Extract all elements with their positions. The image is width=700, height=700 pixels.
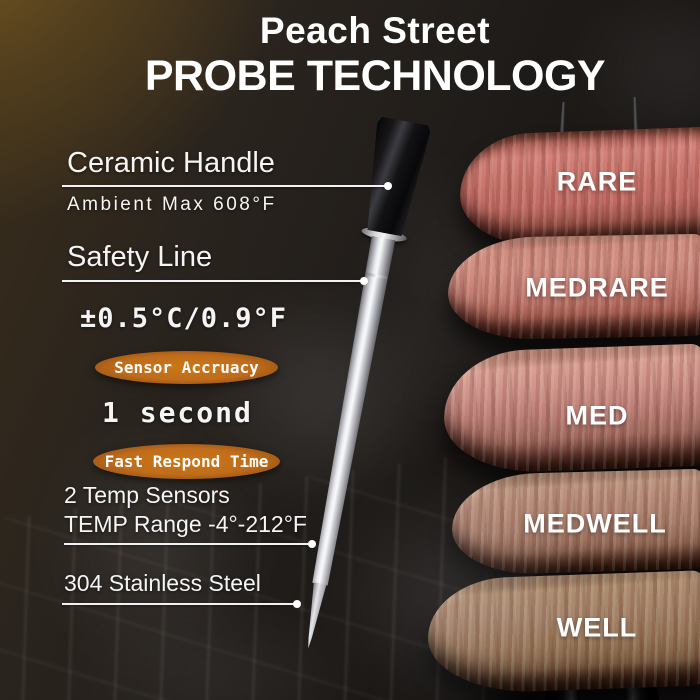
doneness-label-medrare: MEDRARE: [525, 272, 669, 303]
brand-name: Peach Street: [259, 10, 491, 51]
material-label: 304 Stainless Steel: [64, 570, 261, 596]
ambient-max-label: Ambient Max 608°F: [67, 194, 277, 215]
callout-line-stainless-steel: [62, 600, 301, 608]
ceramic-handle-label: Ceramic Handle: [67, 147, 275, 179]
doneness-label-well: WELL: [556, 612, 638, 643]
smoke-wisp: [320, 470, 590, 700]
callout-line-temp-range: [64, 540, 316, 548]
temp-sensors-line1: 2 Temp Sensors: [64, 482, 230, 508]
doneness-label-rare: RARE: [556, 166, 638, 197]
response-time-value: 1 second: [102, 396, 253, 429]
callout-line-safety-line: [62, 277, 368, 285]
safety-line-label: Safety Line: [67, 241, 213, 273]
sensor-accuracy-badge: Sensor Accruacy: [95, 351, 278, 384]
temp-sensors-label: 2 Temp Sensors TEMP Range -4°-212°F: [64, 481, 307, 539]
callout-line-ceramic-handle: [62, 182, 392, 190]
fast-respond-badge: Fast Respond Time: [93, 444, 280, 479]
page-title: Peach Street PROBE TECHNOLOGY: [50, 10, 700, 100]
doneness-label-med: MED: [565, 400, 629, 431]
probe-safety-line-mark: [365, 272, 387, 279]
doneness-label-medwell: MEDWELL: [523, 508, 667, 539]
accuracy-value: ±0.5°C/0.9°F: [80, 303, 288, 334]
product-heading: PROBE TECHNOLOGY: [144, 51, 606, 100]
temp-sensors-line2: TEMP Range -4°-212°F: [64, 511, 307, 537]
